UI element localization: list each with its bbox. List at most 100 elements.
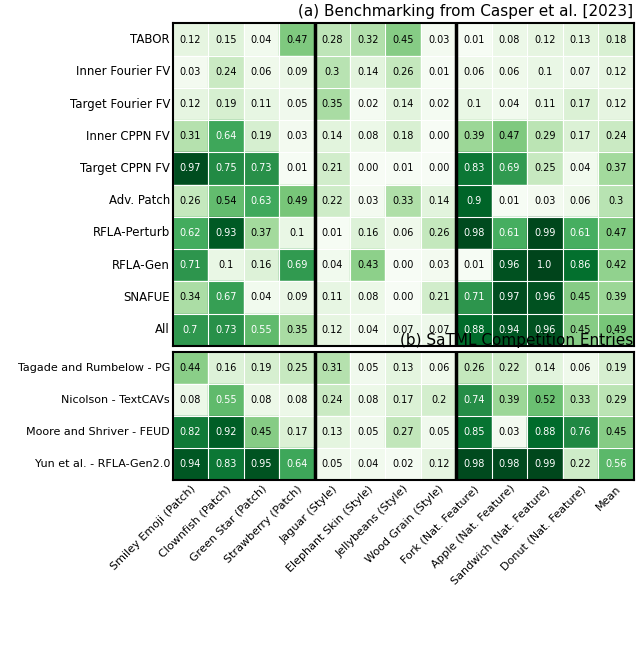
Bar — [279, 23, 315, 55]
Bar — [173, 313, 208, 346]
Text: 0.16: 0.16 — [251, 260, 272, 270]
Bar — [527, 384, 563, 416]
Bar — [527, 185, 563, 217]
Bar — [315, 384, 350, 416]
Bar — [492, 281, 527, 313]
Bar — [279, 384, 315, 416]
Bar — [279, 152, 315, 185]
Bar — [492, 88, 527, 120]
Bar — [279, 185, 315, 217]
Text: 0.22: 0.22 — [499, 364, 520, 374]
Text: 0.02: 0.02 — [428, 99, 449, 109]
Bar — [350, 416, 385, 448]
Text: 0.15: 0.15 — [215, 35, 237, 45]
Text: 0.98: 0.98 — [463, 228, 484, 238]
Bar — [598, 416, 634, 448]
Bar — [173, 281, 208, 313]
Text: 0.05: 0.05 — [357, 428, 378, 438]
Text: 0.17: 0.17 — [392, 396, 414, 406]
Bar — [456, 217, 492, 249]
Bar — [492, 185, 527, 217]
Text: 0.31: 0.31 — [180, 131, 201, 141]
Bar — [598, 352, 634, 384]
Text: Target CPPN FV: Target CPPN FV — [80, 162, 170, 175]
Bar — [350, 88, 385, 120]
Text: 0.25: 0.25 — [534, 163, 556, 173]
Text: 0.14: 0.14 — [322, 131, 343, 141]
Bar — [173, 448, 208, 480]
Text: 0.07: 0.07 — [570, 67, 591, 77]
Bar — [244, 55, 279, 88]
Bar — [208, 55, 244, 88]
Bar — [315, 185, 350, 217]
Bar — [492, 217, 527, 249]
Text: 0.19: 0.19 — [251, 364, 272, 374]
Bar — [208, 416, 244, 448]
Bar — [563, 352, 598, 384]
Bar — [208, 249, 244, 281]
Text: 0.03: 0.03 — [428, 35, 449, 45]
Text: 0.28: 0.28 — [321, 35, 343, 45]
Bar — [315, 249, 350, 281]
Bar — [173, 120, 208, 152]
Text: Yun et al. - RFLA-Gen2.0: Yun et al. - RFLA-Gen2.0 — [35, 460, 170, 470]
Bar — [244, 23, 279, 55]
Bar — [173, 249, 208, 281]
Text: 0.97: 0.97 — [499, 292, 520, 302]
Bar — [244, 352, 279, 384]
Text: 0.08: 0.08 — [499, 35, 520, 45]
Bar — [492, 249, 527, 281]
Text: 0.26: 0.26 — [428, 228, 449, 238]
Text: 0.1: 0.1 — [218, 260, 234, 270]
Bar — [421, 281, 456, 313]
Text: 0.04: 0.04 — [499, 99, 520, 109]
Bar — [279, 281, 315, 313]
Bar — [350, 152, 385, 185]
Text: Mean: Mean — [595, 484, 623, 512]
Text: 0.06: 0.06 — [570, 364, 591, 374]
Text: 0.05: 0.05 — [286, 99, 308, 109]
Text: Jaguar (Style): Jaguar (Style) — [278, 484, 339, 544]
Text: 0.39: 0.39 — [605, 292, 627, 302]
Text: 0.04: 0.04 — [322, 260, 343, 270]
Bar — [244, 416, 279, 448]
Text: 0.43: 0.43 — [357, 260, 378, 270]
Text: 0.08: 0.08 — [357, 131, 378, 141]
Text: 0.21: 0.21 — [428, 292, 449, 302]
Bar — [173, 55, 208, 88]
Text: Sandwich (Nat. Feature): Sandwich (Nat. Feature) — [449, 484, 552, 586]
Bar — [456, 152, 492, 185]
Bar — [563, 281, 598, 313]
Text: 0.74: 0.74 — [463, 396, 485, 406]
Bar — [315, 352, 350, 384]
Text: 0.31: 0.31 — [322, 364, 343, 374]
Bar — [563, 185, 598, 217]
Bar — [279, 416, 315, 448]
Bar — [492, 120, 527, 152]
Bar — [527, 152, 563, 185]
Bar — [173, 152, 208, 185]
Bar — [421, 448, 456, 480]
Bar — [315, 55, 350, 88]
Text: 0.1: 0.1 — [289, 228, 305, 238]
Bar — [492, 55, 527, 88]
Bar — [492, 313, 527, 346]
Text: Clownfish (Patch): Clownfish (Patch) — [157, 484, 233, 559]
Text: 0.99: 0.99 — [534, 460, 556, 470]
Text: Elephant Skin (Style): Elephant Skin (Style) — [285, 484, 375, 574]
Bar — [456, 249, 492, 281]
Bar — [421, 249, 456, 281]
Bar — [421, 152, 456, 185]
Text: 0.12: 0.12 — [180, 99, 201, 109]
Bar — [385, 416, 421, 448]
Bar — [385, 217, 421, 249]
Bar — [173, 185, 208, 217]
Text: 0.99: 0.99 — [534, 228, 556, 238]
Bar — [315, 152, 350, 185]
Bar — [598, 384, 634, 416]
Text: 0.17: 0.17 — [570, 131, 591, 141]
Text: 0.01: 0.01 — [463, 260, 484, 270]
Text: 0.01: 0.01 — [286, 163, 308, 173]
Bar — [492, 23, 527, 55]
Text: RFLA-Gen: RFLA-Gen — [112, 259, 170, 271]
